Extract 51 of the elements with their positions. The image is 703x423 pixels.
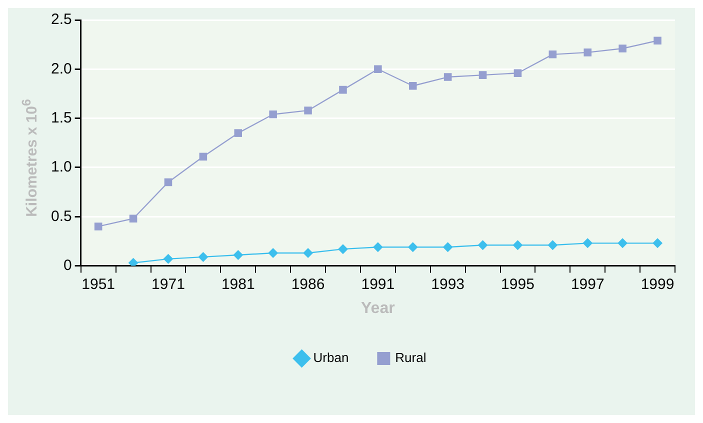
- y-tick-label: 1.0: [50, 158, 72, 176]
- point: [512, 240, 523, 250]
- point: [163, 254, 174, 264]
- legend-label: Rural: [395, 350, 426, 366]
- point: [199, 152, 208, 161]
- point: [654, 36, 662, 45]
- point: [478, 240, 488, 250]
- x-tick-label: 1993: [431, 276, 465, 293]
- y-tick-label: 2.0: [50, 60, 72, 78]
- legend-label: Urban: [313, 350, 349, 366]
- point: [198, 252, 208, 262]
- x-axis-title: Year: [361, 300, 395, 317]
- x-tick-label: 1986: [291, 276, 325, 293]
- point: [268, 248, 278, 258]
- y-tick-label: 0: [64, 256, 72, 274]
- point: [164, 178, 172, 186]
- point: [514, 69, 522, 77]
- x-tick-label: 1971: [152, 276, 185, 293]
- point: [548, 50, 557, 58]
- point: [478, 71, 487, 79]
- point: [444, 73, 452, 81]
- point: [234, 129, 242, 137]
- point: [408, 82, 417, 90]
- y-tick-label: 1.5: [50, 109, 72, 126]
- point: [374, 65, 382, 74]
- y-tick-label: 0.5: [50, 208, 72, 225]
- point: [652, 238, 663, 248]
- x-tick-label: 1997: [570, 276, 604, 293]
- y-tick-label: 2.5: [50, 11, 72, 28]
- point: [584, 48, 592, 56]
- point: [94, 222, 102, 230]
- point: [339, 86, 347, 94]
- point: [304, 106, 312, 114]
- point: [442, 242, 453, 252]
- point: [338, 244, 348, 254]
- x-tick-label: 1995: [501, 276, 534, 293]
- point: [269, 110, 277, 118]
- point: [618, 238, 628, 248]
- point: [129, 214, 138, 222]
- point: [303, 248, 314, 258]
- point: [582, 238, 593, 248]
- point: [128, 258, 138, 266]
- x-tick-label: 1981: [221, 276, 255, 293]
- point: [372, 242, 383, 252]
- point: [233, 250, 244, 260]
- point: [618, 44, 626, 52]
- x-tick-label: 1951: [82, 276, 116, 293]
- point: [548, 240, 558, 250]
- point: [408, 242, 418, 252]
- x-tick-label: 1999: [640, 276, 674, 293]
- x-tick-label: 1991: [361, 276, 395, 293]
